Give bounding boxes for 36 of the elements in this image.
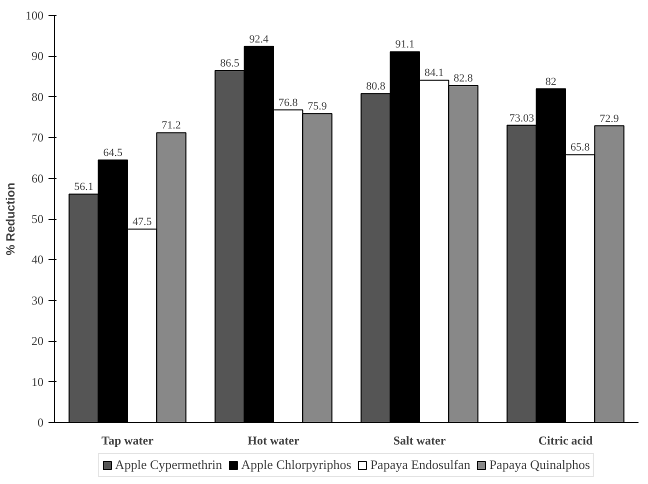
y-tick-label: 20 bbox=[32, 334, 44, 348]
y-axis-title: % Reduction bbox=[4, 182, 18, 256]
y-tick-label: 40 bbox=[32, 252, 44, 267]
data-label: 71.2 bbox=[162, 120, 181, 132]
x-tick-label: Hot water bbox=[248, 434, 300, 448]
data-label: 80.8 bbox=[366, 80, 386, 93]
data-label: 84.1 bbox=[424, 67, 444, 80]
y-tick-label: 100 bbox=[26, 8, 44, 22]
data-label: 65.8 bbox=[570, 142, 590, 154]
data-label: 91.1 bbox=[395, 38, 415, 51]
y-tick-label: 90 bbox=[32, 49, 44, 64]
data-label: 92.4 bbox=[249, 33, 270, 46]
legend-label: Papaya Endosulfan bbox=[370, 457, 470, 473]
data-label: 56.1 bbox=[74, 181, 94, 194]
data-label: 82 bbox=[545, 76, 556, 88]
x-tick-label: Salt water bbox=[393, 434, 446, 448]
data-label: 47.5 bbox=[132, 216, 152, 228]
data-label: 72.9 bbox=[600, 112, 620, 125]
data-label: 73.03 bbox=[509, 112, 535, 124]
legend-label: Apple Cypermethrin bbox=[114, 457, 222, 473]
x-tick-label: Citric acid bbox=[538, 434, 593, 448]
data-label: 75.9 bbox=[308, 100, 328, 113]
y-tick-label: 50 bbox=[32, 212, 44, 226]
y-tick-label: 70 bbox=[32, 130, 44, 145]
legend-label: Apple Chlorpyriphos bbox=[241, 457, 352, 473]
y-tick-label: 60 bbox=[32, 171, 44, 186]
y-tick-label: 10 bbox=[32, 374, 44, 389]
y-tick-label: 30 bbox=[32, 293, 44, 308]
data-label: 82.8 bbox=[454, 72, 474, 85]
data-label: 86.5 bbox=[220, 57, 240, 70]
data-label: 76.8 bbox=[278, 96, 298, 109]
y-tick-label: 0 bbox=[38, 416, 44, 430]
legend-label: Papaya Quinalphos bbox=[489, 457, 590, 473]
data-label: 64.5 bbox=[103, 146, 124, 159]
x-tick-label: Tap water bbox=[102, 434, 154, 448]
y-tick-label: 80 bbox=[32, 90, 44, 104]
